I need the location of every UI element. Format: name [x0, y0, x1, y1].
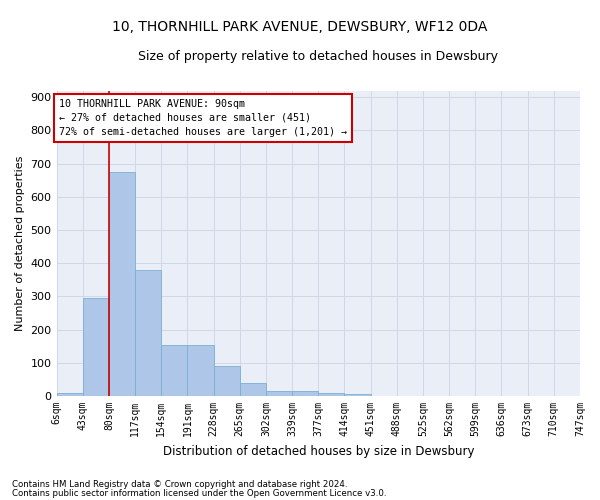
Text: Contains public sector information licensed under the Open Government Licence v3: Contains public sector information licen…	[12, 489, 386, 498]
X-axis label: Distribution of detached houses by size in Dewsbury: Distribution of detached houses by size …	[163, 444, 474, 458]
Bar	[266, 391, 292, 396]
Text: 10, THORNHILL PARK AVENUE, DEWSBURY, WF12 0DA: 10, THORNHILL PARK AVENUE, DEWSBURY, WF1…	[112, 20, 488, 34]
Bar	[344, 394, 371, 396]
Text: 10 THORNHILL PARK AVENUE: 90sqm
← 27% of detached houses are smaller (451)
72% o: 10 THORNHILL PARK AVENUE: 90sqm ← 27% of…	[59, 99, 347, 137]
Bar	[135, 270, 161, 396]
Y-axis label: Number of detached properties: Number of detached properties	[15, 156, 25, 331]
Bar	[56, 394, 83, 396]
Bar	[109, 172, 135, 396]
Bar	[83, 298, 109, 396]
Text: Contains HM Land Registry data © Crown copyright and database right 2024.: Contains HM Land Registry data © Crown c…	[12, 480, 347, 489]
Bar	[292, 391, 318, 396]
Bar	[318, 392, 344, 396]
Bar	[187, 345, 214, 396]
Bar	[240, 383, 266, 396]
Bar	[161, 345, 187, 396]
Title: Size of property relative to detached houses in Dewsbury: Size of property relative to detached ho…	[138, 50, 498, 63]
Bar	[214, 366, 240, 396]
